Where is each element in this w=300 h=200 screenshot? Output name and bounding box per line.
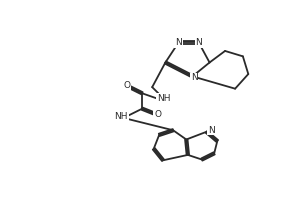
Text: N: N — [195, 38, 202, 47]
Text: NH: NH — [115, 112, 128, 121]
Text: N: N — [175, 38, 182, 47]
Text: NH: NH — [157, 94, 171, 103]
Text: N: N — [208, 126, 214, 135]
Text: N: N — [191, 73, 197, 82]
Text: O: O — [154, 110, 161, 119]
Text: O: O — [123, 81, 130, 90]
